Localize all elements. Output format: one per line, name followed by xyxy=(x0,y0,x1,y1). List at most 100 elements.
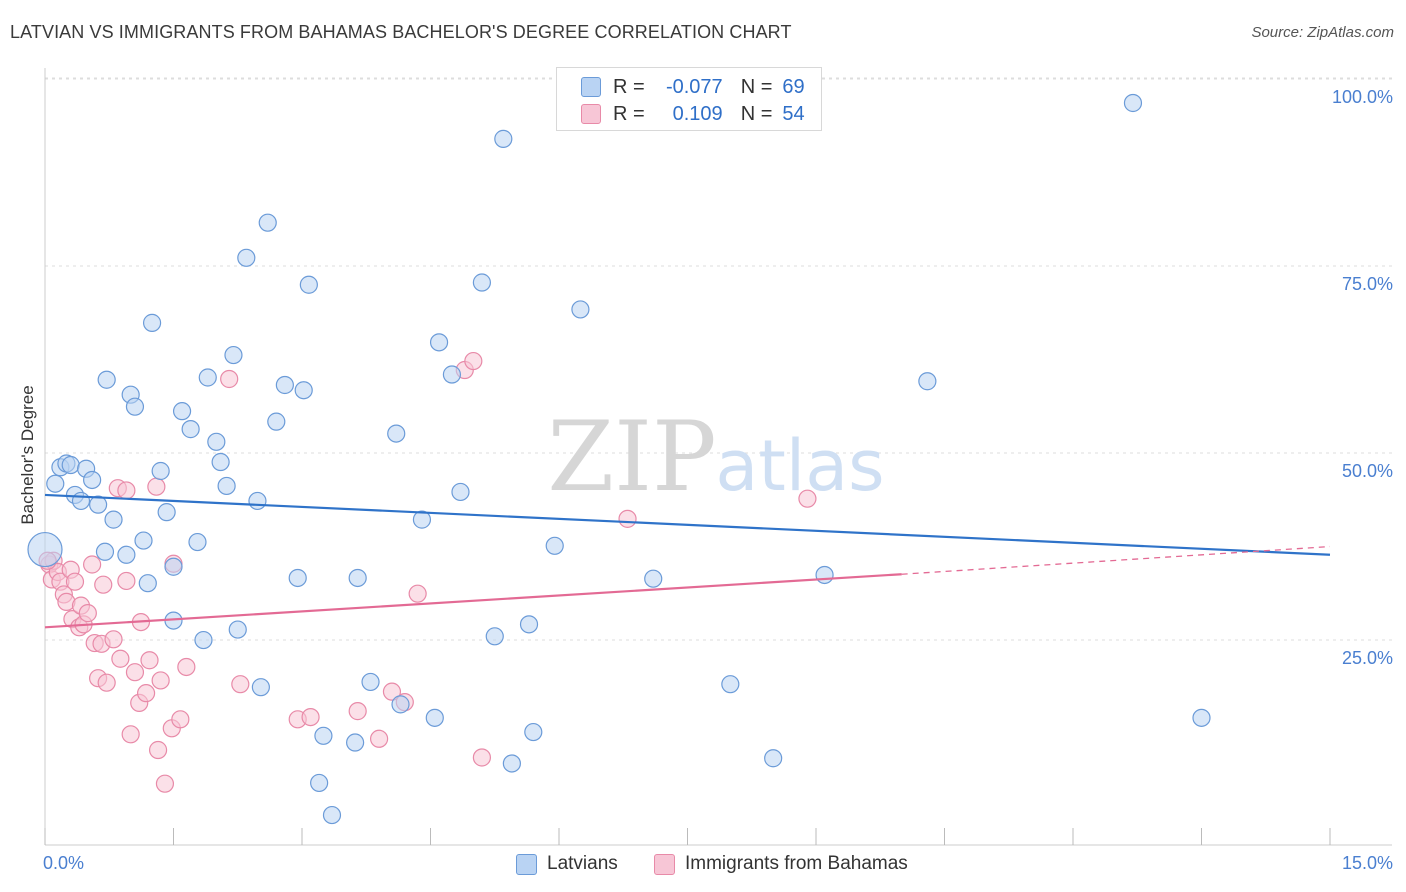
legend-n-label: N = xyxy=(740,102,773,125)
bottom-legend-label-latvians: Latvians xyxy=(547,853,618,874)
latvian-point xyxy=(97,370,116,389)
legend-r-value: -0.077 xyxy=(665,75,723,98)
bahamas-point xyxy=(348,702,367,721)
bahamas-point xyxy=(117,481,136,500)
legend-row-bahamas: R = 0.109 N = 54 xyxy=(581,103,805,125)
latvian-point xyxy=(104,510,123,529)
source-label: Source: ZipAtlas.com xyxy=(1251,24,1394,41)
bahamas-point xyxy=(464,351,483,371)
axes xyxy=(44,68,1392,846)
bahamas-point xyxy=(472,748,491,767)
latvian-point xyxy=(361,672,380,692)
bottom-legend-bahamas: Immigrants from Bahamas xyxy=(654,852,908,876)
legend-row-latvians: R = -0.077 N = 69 xyxy=(581,76,805,98)
latvian-point xyxy=(294,381,313,400)
bahamas-point xyxy=(177,657,196,677)
bahamas-point xyxy=(370,729,389,748)
latvian-point xyxy=(571,300,590,319)
latvian-point xyxy=(644,569,663,588)
legend-r-value: 0.109 xyxy=(672,102,723,125)
y-tick-label: 75.0% xyxy=(1342,274,1393,294)
bahamas-point xyxy=(140,651,159,670)
legend-r-label: R = xyxy=(613,102,645,125)
correlation-legend: R = -0.077 N = 69 R = 0.109 N = 54 xyxy=(556,67,822,131)
bahamas-point xyxy=(111,649,130,668)
latvian-point xyxy=(181,420,200,439)
latvian-point xyxy=(314,726,333,745)
latvian-point xyxy=(519,615,539,634)
legend-swatch-pink xyxy=(581,104,601,124)
bottom-legend-swatch-blue xyxy=(516,853,537,875)
latvian-point xyxy=(258,213,277,232)
watermark-atlas: atlas xyxy=(715,425,884,507)
bahamas-point xyxy=(798,489,817,508)
latvian-point xyxy=(387,424,406,443)
legend-n-value: 54 xyxy=(782,102,805,125)
latvian-point xyxy=(348,568,367,588)
latvian-point xyxy=(164,557,183,576)
latvian-point xyxy=(322,805,342,825)
latvian-point xyxy=(61,455,80,475)
bahamas-point xyxy=(78,604,97,623)
latvian-point xyxy=(267,412,286,431)
legend-n-label: N = xyxy=(740,75,773,98)
latvian-point xyxy=(310,773,329,793)
bahamas-point xyxy=(231,675,250,694)
latvian-point xyxy=(248,491,267,511)
legend-swatch-blue xyxy=(581,77,601,97)
bahamas-point xyxy=(148,740,168,760)
latvian-point xyxy=(1192,708,1211,727)
latvian-point xyxy=(157,503,176,522)
bottom-legend-label-bahamas: Immigrants from Bahamas xyxy=(685,853,908,874)
latvian-trend-line xyxy=(44,493,1331,556)
latvian-point xyxy=(211,452,230,472)
series-latvians-points xyxy=(27,93,1211,825)
bahamas-point xyxy=(220,369,239,389)
latvian-point xyxy=(429,333,449,352)
x-tick-label-max: 15.0% xyxy=(1342,853,1393,873)
latvian-point xyxy=(288,568,307,588)
bahamas-point xyxy=(382,682,402,701)
latvian-point xyxy=(95,542,115,561)
bahamas-point xyxy=(136,684,156,703)
latvian-point xyxy=(391,695,410,714)
bahamas-point xyxy=(155,774,175,793)
bottom-legend-swatch-pink xyxy=(654,853,675,875)
latvian-point xyxy=(237,248,256,267)
bahamas-point xyxy=(125,663,145,682)
latvian-point xyxy=(815,565,834,585)
latvian-point xyxy=(142,313,162,332)
bahamas-trend-line xyxy=(44,573,902,629)
latvian-point xyxy=(485,627,504,646)
latvian-point xyxy=(207,432,226,451)
latvian-point xyxy=(412,510,432,529)
trend-lines xyxy=(44,493,1331,629)
latvian-point xyxy=(224,345,243,365)
bahamas-point xyxy=(121,725,140,744)
bahamas-point xyxy=(147,477,166,496)
bahamas-point xyxy=(104,630,123,649)
watermark: ZIP atlas xyxy=(547,401,884,513)
bottom-legend-latvians: Latvians xyxy=(516,852,618,876)
latvian-point xyxy=(545,536,564,555)
latvian-point xyxy=(151,461,170,481)
latvian-point xyxy=(1123,93,1143,113)
tick-labels: 25.0% 50.0% 75.0% 100.0% 0.0% 15.0% xyxy=(43,87,1393,873)
bahamas-point xyxy=(65,572,85,591)
latvian-point xyxy=(425,708,444,727)
y-tick-label: 50.0% xyxy=(1342,461,1393,481)
latvian-point xyxy=(502,754,521,773)
legend-n-value: 69 xyxy=(782,75,805,98)
latvian-point xyxy=(27,531,63,568)
latvian-point xyxy=(918,372,937,391)
latvian-point xyxy=(89,495,108,514)
y-tick-label: 25.0% xyxy=(1342,648,1393,668)
latvian-point xyxy=(451,482,470,502)
bahamas-point xyxy=(117,571,136,591)
legend-r-label: R = xyxy=(613,75,645,98)
latvian-point xyxy=(46,474,65,493)
latvian-point xyxy=(71,491,91,511)
bahamas-point xyxy=(408,584,427,603)
bahamas-point xyxy=(618,509,637,528)
